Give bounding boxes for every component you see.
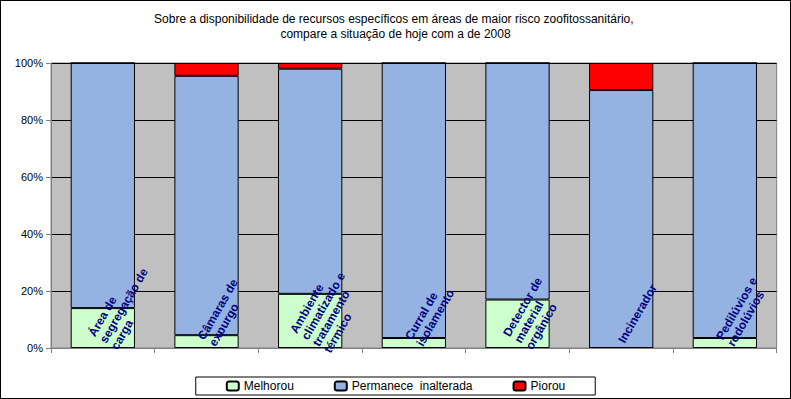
svg-text:80%: 80%	[21, 114, 43, 126]
svg-text:Pedilúvios e: Pedilúvios e	[713, 271, 762, 343]
svg-text:100%: 100%	[15, 57, 43, 69]
svg-text:Detector de: Detector de	[500, 272, 547, 339]
svg-text:Melhorou: Melhorou	[244, 379, 294, 393]
svg-text:Incinerador: Incinerador	[615, 282, 660, 346]
svg-text:tratamento: tratamento	[309, 285, 355, 349]
svg-text:orgânico: orgânico	[523, 301, 560, 352]
svg-text:Área de: Área de	[85, 291, 122, 339]
svg-text:segregação de: segregação de	[96, 262, 153, 346]
svg-text:material: material	[511, 295, 549, 346]
svg-text:Câmaras de: Câmaras de	[194, 273, 243, 343]
svg-text:0%: 0%	[27, 342, 43, 354]
svg-text:Ambiente: Ambiente	[287, 278, 329, 336]
svg-text:60%: 60%	[21, 171, 43, 183]
svg-text:Permanece inalterada: Permanece inalterada	[352, 379, 473, 393]
svg-text:térmico: térmico	[321, 311, 355, 355]
svg-text:Sobre a disponibilidade de rec: Sobre a disponibilidade de recursos espe…	[154, 12, 637, 26]
svg-text:20%: 20%	[21, 285, 43, 297]
svg-text:climatizado e: climatizado e	[298, 267, 350, 343]
svg-text:carga: carga	[108, 317, 136, 352]
svg-text:rodolúvios: rodolúvios	[724, 288, 767, 348]
svg-text:compare a situação de hoje com: compare a situação de hoje com a de 2008	[280, 27, 510, 41]
svg-text:isolamento: isolamento	[413, 287, 457, 349]
svg-text:expurgo: expurgo	[206, 301, 242, 349]
svg-text:Piorou: Piorou	[531, 379, 566, 393]
svg-text:Curral de: Curral de	[402, 286, 443, 343]
svg-text:40%: 40%	[21, 228, 43, 240]
